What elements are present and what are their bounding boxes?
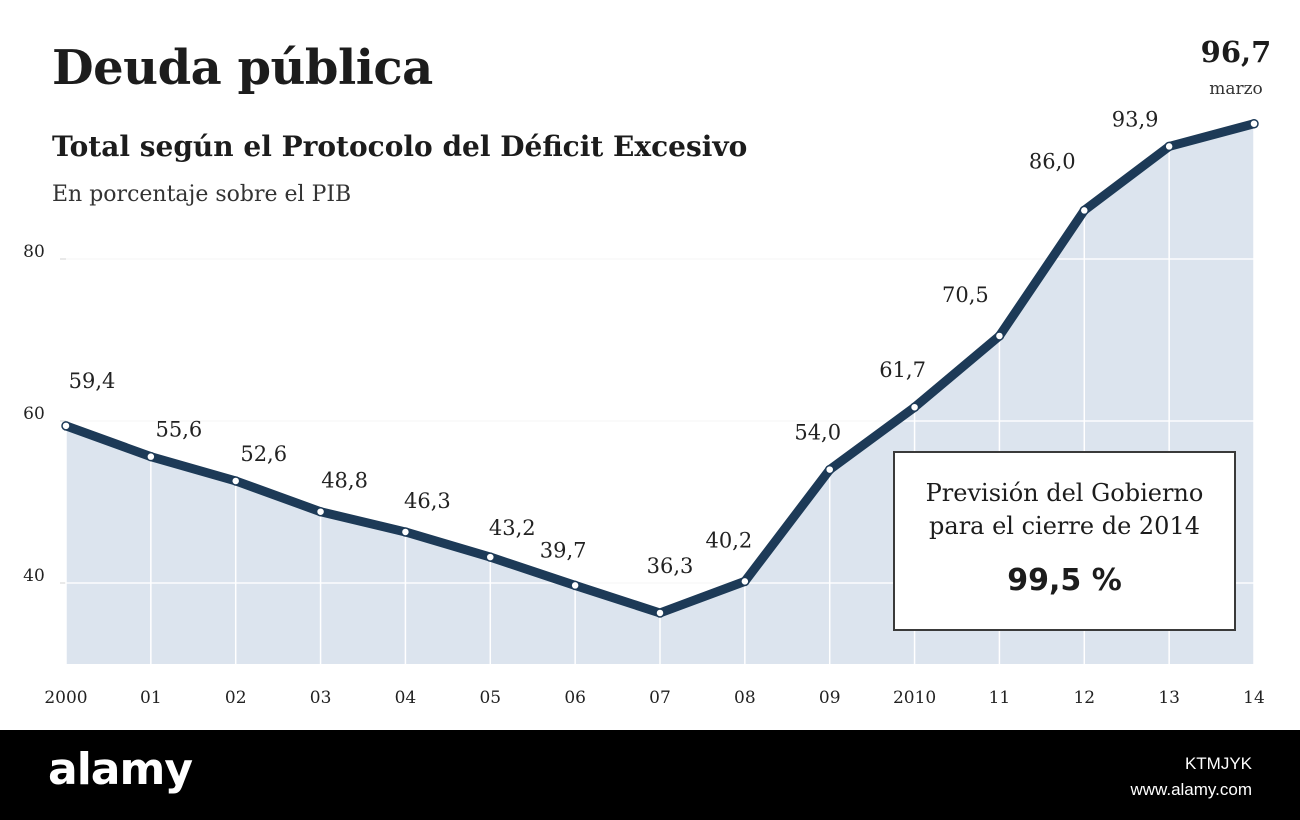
data-label-07: 36,3 [647, 554, 694, 578]
image-code: KTMJYK [1184, 754, 1252, 773]
y-tick-40: 40 [23, 566, 45, 586]
x-tick-2010: 2010 [893, 688, 936, 708]
data-point-03 [315, 506, 326, 517]
x-tick-05: 05 [479, 688, 501, 708]
x-tick-14: 14 [1243, 688, 1265, 708]
data-label-2000: 59,4 [69, 369, 116, 393]
x-tick-03: 03 [310, 688, 332, 708]
data-label-11: 70,5 [942, 283, 989, 307]
data-labels: 59,4 55,6 52,6 48,8 46,3 43,239,7 36,3 40,2 54,0… [69, 107, 1159, 578]
x-tick-13: 13 [1158, 688, 1180, 708]
x-tick-07: 07 [649, 688, 671, 708]
data-point-06 [570, 580, 580, 591]
data-point-13 [1164, 141, 1174, 152]
x-tick-02: 02 [225, 688, 247, 708]
y-axis: 40 60 80 [23, 242, 45, 586]
forecast-box: Previsión del Gobierno para el cierre de… [893, 451, 1236, 631]
brand-logo: alamy [48, 744, 193, 795]
data-label-03: 48,8 [321, 469, 368, 493]
y-tick-80: 80 [23, 242, 45, 262]
data-label-04: 46,3 [404, 489, 451, 513]
chart-title: Deuda pública [52, 40, 433, 96]
data-point-14 [1249, 118, 1259, 129]
x-tick-09: 09 [819, 688, 841, 708]
data-label-06: 39,7 [540, 538, 587, 562]
data-point-09 [824, 464, 835, 475]
chart-subtitle: Total según el Protocolo del Déficit Exc… [52, 130, 748, 163]
last-value-label: 96,7 [1201, 35, 1272, 69]
data-label-13: 93,9 [1112, 107, 1159, 131]
data-point-02 [230, 476, 241, 486]
forecast-line-1: Previsión del Gobierno [925, 479, 1204, 507]
data-point-2000 [61, 421, 71, 431]
x-axis: 2000 01 02 03 04 05 06 07 08 09 2010 11 12 13 14 [44, 688, 1264, 708]
data-label-09: 54,0 [794, 421, 841, 445]
x-tick-04: 04 [395, 688, 417, 708]
forecast-line-2: para el cierre de 2014 [929, 512, 1200, 540]
x-tick-11: 11 [989, 688, 1011, 708]
data-label-02: 52,6 [240, 442, 287, 466]
y-tick-60: 60 [23, 404, 45, 424]
data-point-11 [994, 331, 1005, 341]
data-point-04 [400, 527, 411, 537]
data-point-12 [1079, 205, 1090, 216]
data-label-08: 40,2 [705, 528, 752, 552]
x-tick-06: 06 [564, 688, 586, 708]
x-tick-08: 08 [734, 688, 756, 708]
data-point-2010 [909, 402, 920, 412]
watermark-footer: alamy KTMJYK www.alamy.com [0, 730, 1300, 820]
forecast-text: Previsión del Gobierno para el cierre de… [895, 477, 1234, 543]
last-value-note: marzo [1209, 79, 1263, 99]
data-point-08 [740, 576, 750, 587]
data-label-01: 55,6 [155, 418, 202, 442]
site-url: www.alamy.com [1130, 780, 1252, 799]
forecast-value: 99,5 % [1007, 563, 1122, 598]
data-points [61, 118, 1259, 618]
data-point-05 [485, 552, 496, 562]
data-label-2010: 61,7 [879, 358, 926, 382]
data-point-07 [655, 608, 665, 618]
x-tick-2000: 2000 [44, 688, 87, 708]
data-point-01 [146, 451, 156, 462]
data-label-05: 43,2 [489, 516, 536, 540]
unit-note: En porcentaje sobre el PIB [52, 182, 352, 207]
x-tick-12: 12 [1073, 688, 1095, 708]
data-label-12: 86,0 [1029, 149, 1076, 173]
x-tick-01: 01 [140, 688, 162, 708]
